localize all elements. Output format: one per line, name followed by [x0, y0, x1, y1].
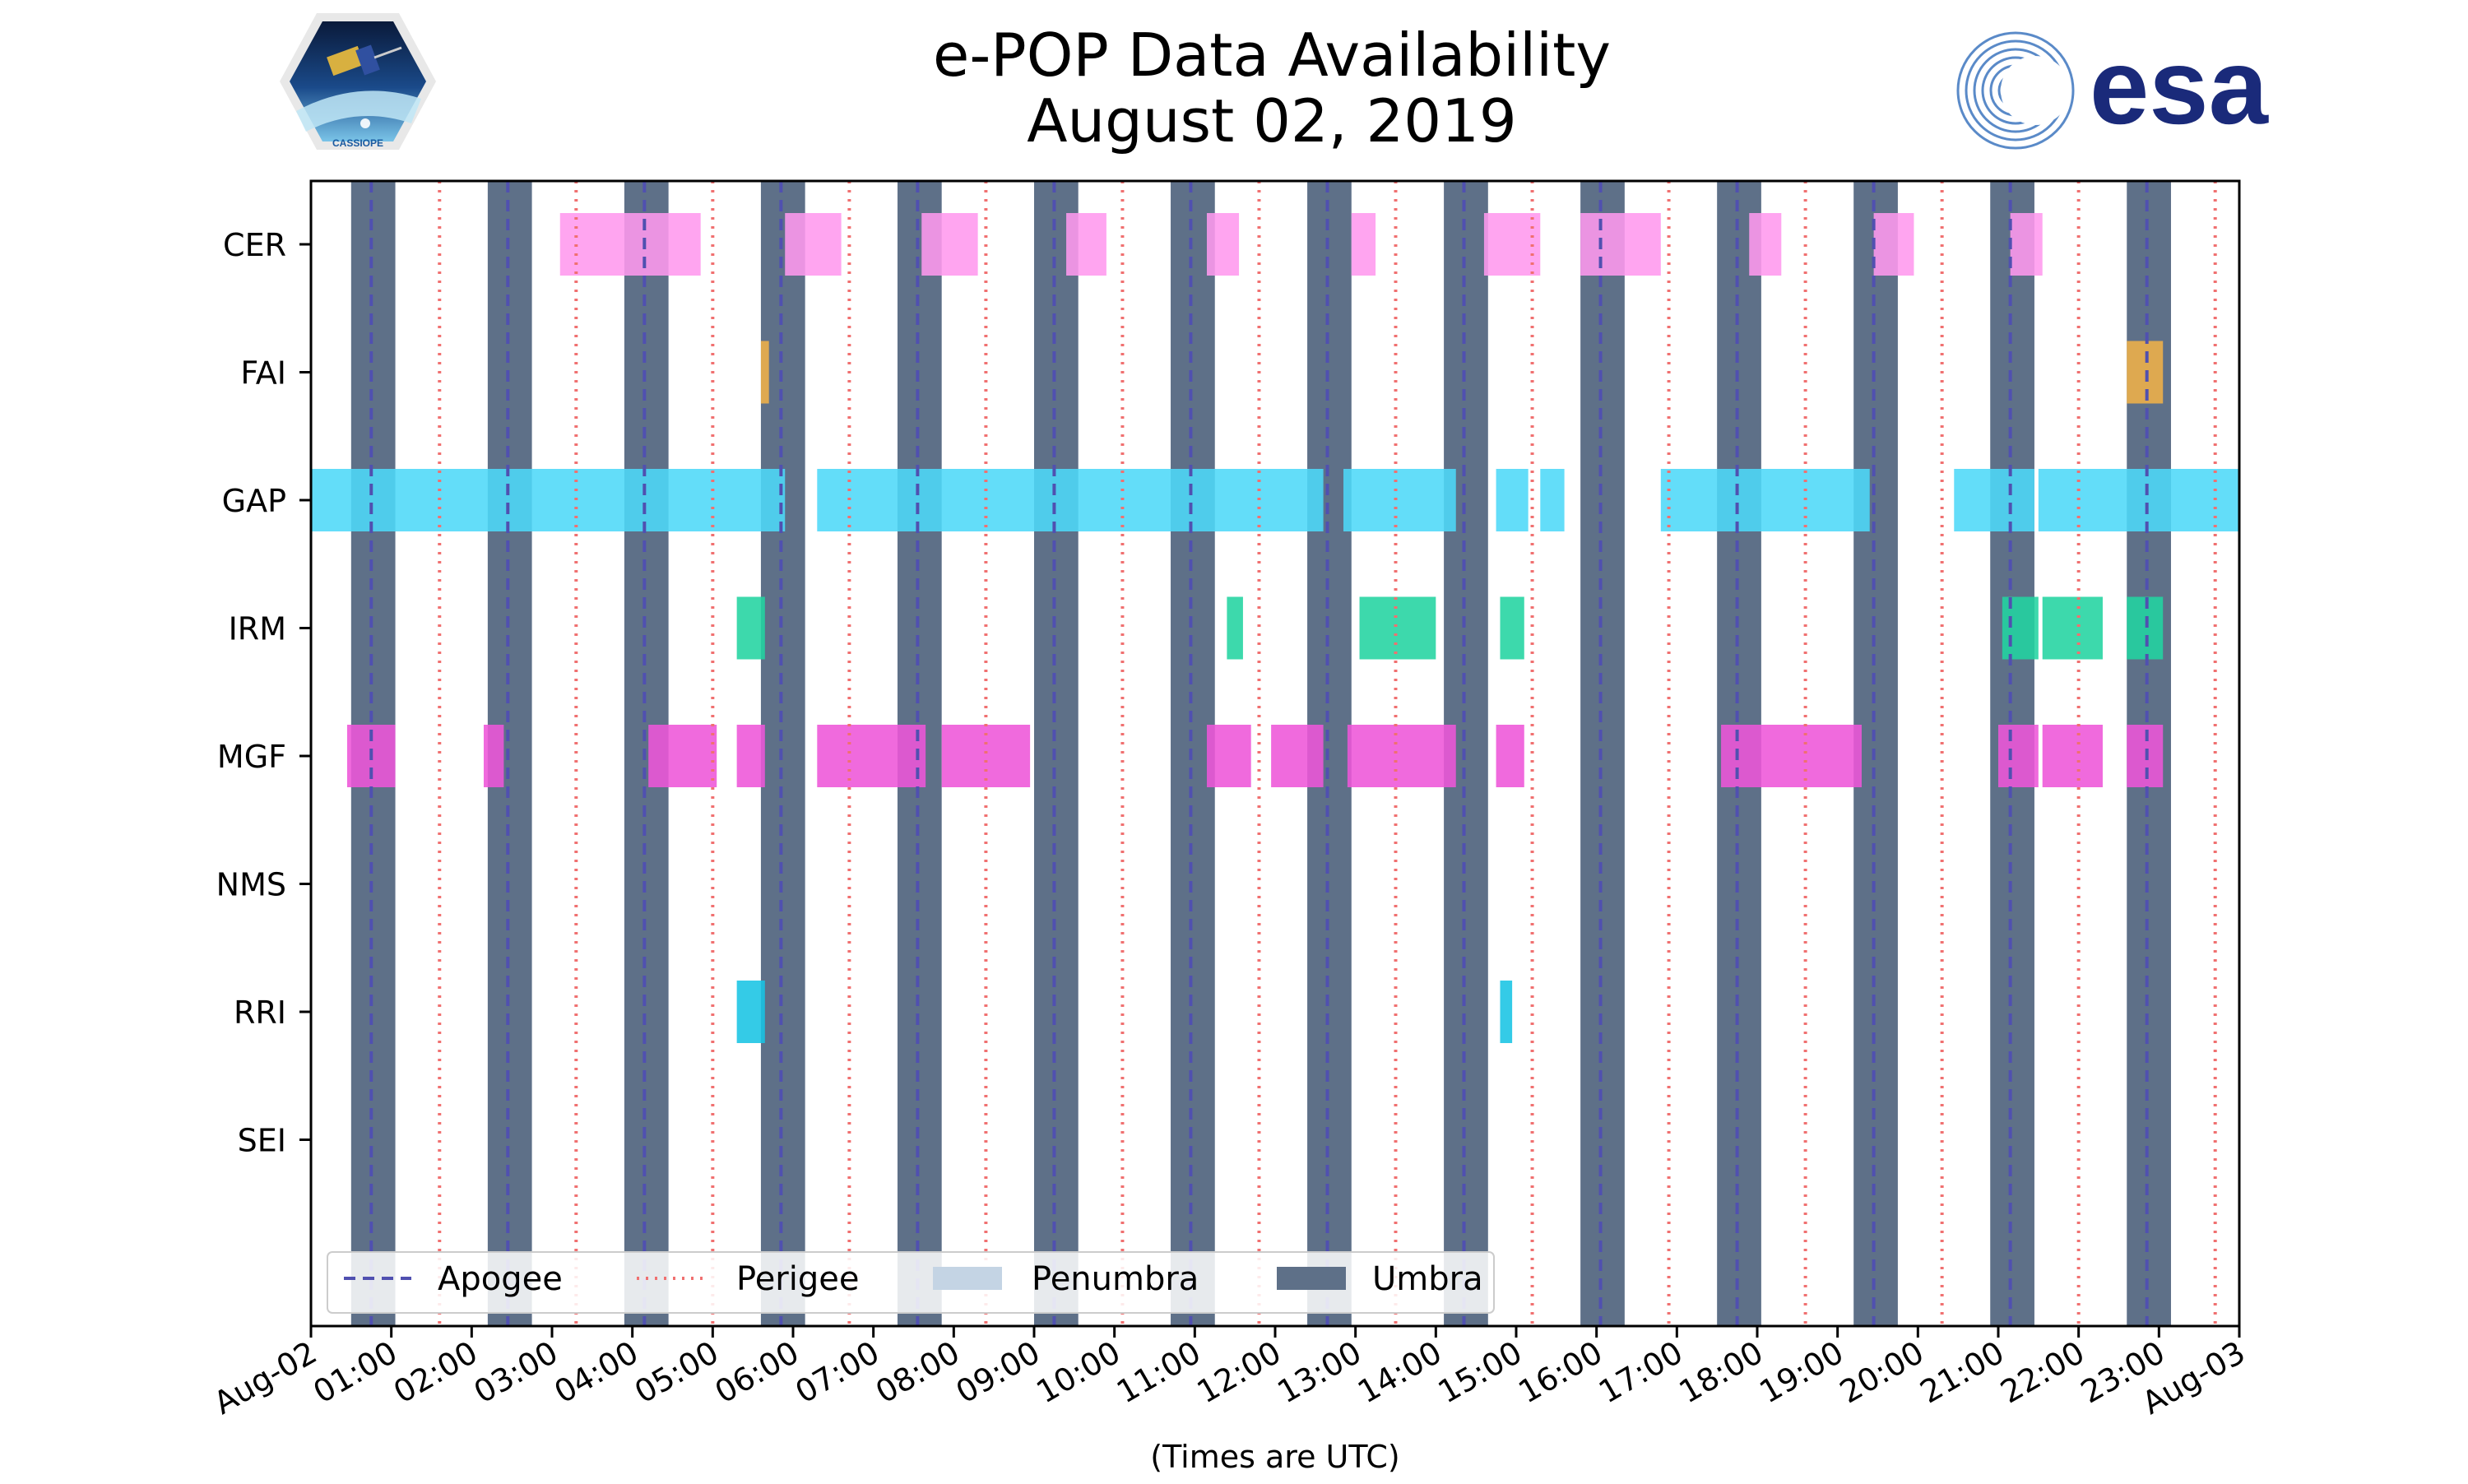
bar-gap-1 — [817, 469, 1324, 531]
bar-irm-2 — [1359, 596, 1436, 660]
x-tick-label-17: 17:00 — [1593, 1334, 1689, 1411]
bars-layer — [311, 213, 2239, 1043]
x-tick-label-1: 01:00 — [307, 1334, 403, 1411]
esa-logo-text: esa — [2090, 26, 2270, 146]
umbra-band-5 — [1034, 181, 1079, 1326]
bar-cer-0 — [559, 213, 701, 276]
x-tick-label-20: 20:00 — [1834, 1334, 1930, 1411]
x-tick-label-7: 07:00 — [789, 1334, 885, 1411]
cassiope-logo: CASSIOPE — [280, 13, 436, 150]
bar-irm-5 — [2042, 596, 2103, 660]
legend-umbra-label: Umbra — [1372, 1260, 1483, 1298]
bar-gap-4 — [1540, 469, 1565, 531]
x-tick-label-12: 12:00 — [1191, 1334, 1287, 1411]
x-tick-label-2: 02:00 — [387, 1334, 484, 1411]
x-axis-label: (Times are UTC) — [1150, 1439, 1399, 1475]
bar-mgf-13 — [2127, 725, 2164, 787]
cassiope-logo-text: CASSIOPE — [332, 137, 383, 149]
bar-gap-3 — [1496, 469, 1529, 531]
bar-cer-1 — [785, 213, 842, 276]
y-axis: CER FAI GAP IRM MGF NMS RRI SEI — [216, 227, 311, 1159]
legend-penumbra-label: Penumbra — [1032, 1260, 1199, 1298]
legend-umbra-swatch — [1277, 1267, 1346, 1290]
x-tick-label-21: 21:00 — [1914, 1334, 2011, 1411]
bar-cer-2 — [921, 213, 978, 276]
legend: Apogee Perigee Penumbra Umbra — [327, 1251, 1495, 1314]
x-tick-label-0: Aug-02 — [207, 1334, 322, 1421]
umbra-band-9 — [1580, 181, 1625, 1326]
x-tick-label-16: 16:00 — [1512, 1334, 1608, 1411]
bar-gap-5 — [1660, 469, 1870, 531]
bar-cer-5 — [1351, 213, 1376, 276]
y-tick-label-cer: CER — [223, 227, 286, 263]
bar-cer-9 — [1873, 213, 1914, 276]
legend-perigee-label: Perigee — [736, 1260, 859, 1298]
legend-apogee-label: Apogee — [438, 1260, 563, 1298]
bar-mgf-1 — [483, 725, 504, 787]
bar-mgf-6 — [1206, 725, 1251, 787]
bar-cer-4 — [1206, 213, 1240, 276]
bar-mgf-10 — [1721, 725, 1862, 787]
x-tick-label-6: 06:00 — [709, 1334, 805, 1411]
bar-mgf-8 — [1347, 725, 1456, 787]
x-tick-label-19: 19:00 — [1753, 1334, 1849, 1411]
x-tick-label-9: 09:00 — [950, 1334, 1046, 1411]
x-tick-label-11: 11:00 — [1111, 1334, 1207, 1411]
bar-mgf-4 — [817, 725, 926, 787]
bar-irm-1 — [1227, 596, 1243, 660]
legend-box — [327, 1251, 1495, 1314]
bar-mgf-11 — [1998, 725, 2039, 787]
bar-irm-4 — [2002, 596, 2039, 660]
y-tick-label-sei: SEI — [238, 1123, 286, 1159]
x-tick-label-8: 08:00 — [870, 1334, 966, 1411]
bar-cer-8 — [1749, 213, 1782, 276]
y-tick-label-mgf: MGF — [217, 739, 286, 775]
bar-gap-7 — [2038, 469, 2239, 531]
bar-gap-0 — [311, 469, 786, 531]
y-tick-label-gap: GAP — [222, 483, 286, 519]
x-tick-label-14: 14:00 — [1352, 1334, 1448, 1411]
bar-cer-3 — [1066, 213, 1106, 276]
y-tick-label-nms: NMS — [216, 867, 286, 903]
y-tick-label-fai: FAI — [240, 355, 286, 392]
x-tick-label-13: 13:00 — [1271, 1334, 1367, 1411]
bar-fai-1 — [2127, 341, 2164, 404]
bar-gap-6 — [1954, 469, 2034, 531]
bar-mgf-2 — [648, 725, 717, 787]
chart-title-line-2: August 02, 2019 — [1027, 86, 1516, 155]
x-tick-label-10: 10:00 — [1030, 1334, 1126, 1411]
y-tick-label-rri: RRI — [234, 995, 286, 1031]
x-tick-label-5: 05:00 — [629, 1334, 725, 1411]
bar-mgf-12 — [2042, 725, 2103, 787]
x-axis: Aug-0201:0002:0003:0004:0005:0006:0007:0… — [207, 1326, 2252, 1421]
legend-penumbra-swatch — [933, 1267, 1002, 1290]
x-tick-label-22: 22:00 — [1994, 1334, 2090, 1411]
bar-rri-1 — [1500, 981, 1513, 1043]
x-tick-label-15: 15:00 — [1432, 1334, 1529, 1411]
bar-rri-0 — [736, 981, 765, 1043]
bar-irm-6 — [2127, 596, 2164, 660]
chart-title-line-1: e-POP Data Availability — [933, 21, 1611, 90]
bar-gap-2 — [1343, 469, 1456, 531]
bar-cer-7 — [1580, 213, 1661, 276]
bar-fai-0 — [760, 341, 769, 404]
bar-cer-10 — [2010, 213, 2043, 276]
bar-mgf-3 — [736, 725, 765, 787]
umbra-layer — [350, 181, 2171, 1326]
x-tick-label-3: 03:00 — [468, 1334, 564, 1411]
x-tick-label-18: 18:00 — [1673, 1334, 1770, 1411]
lines-layer — [369, 181, 2217, 1326]
bar-irm-3 — [1500, 596, 1524, 660]
y-tick-label-irm: IRM — [229, 611, 286, 647]
bar-mgf-9 — [1496, 725, 1524, 787]
esa-logo: esa — [1956, 26, 2270, 150]
bar-irm-0 — [736, 596, 765, 660]
x-tick-label-4: 04:00 — [548, 1334, 644, 1411]
bar-mgf-7 — [1271, 725, 1324, 787]
